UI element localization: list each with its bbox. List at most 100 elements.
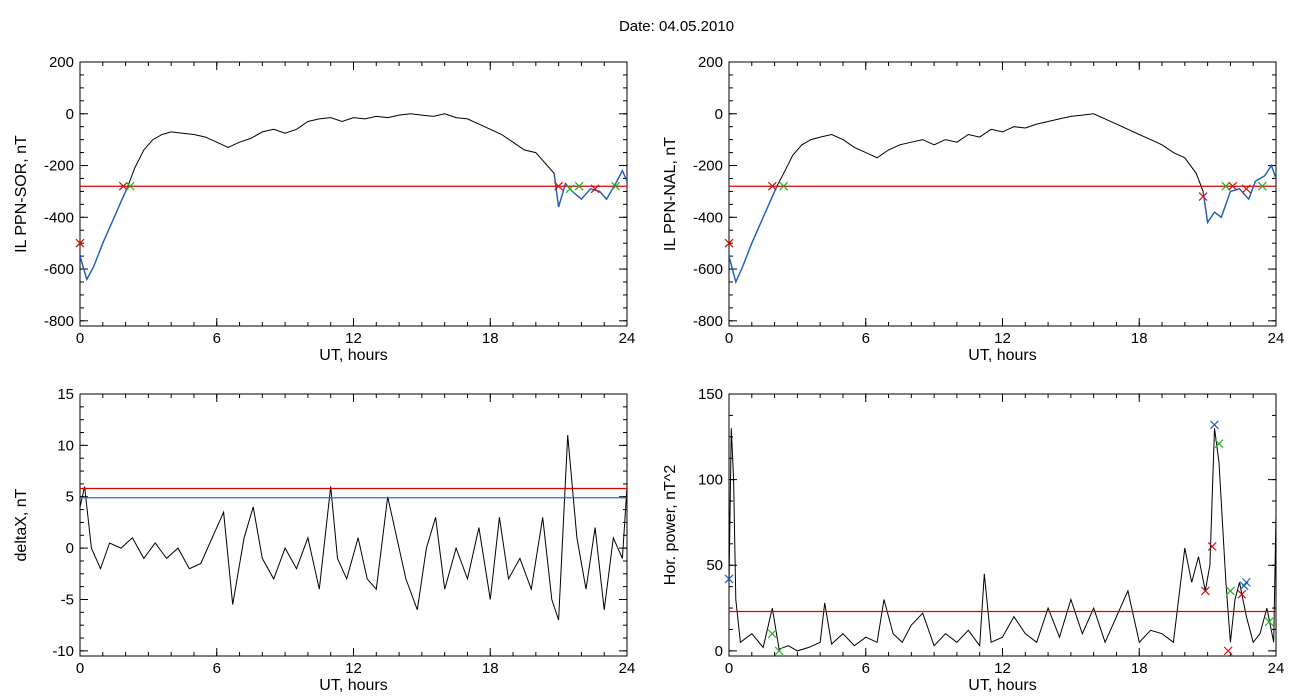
y-tick-label: 0: [715, 106, 723, 123]
marker-stroke: [125, 181, 135, 191]
x-tick-label: 6: [862, 330, 870, 347]
y-tick-label: -400: [44, 209, 74, 226]
x-axis-label: UT, hours: [319, 677, 387, 694]
x-tick-label: 18: [482, 660, 499, 677]
marker-stroke: [574, 181, 584, 191]
y-tick-label: -800: [44, 313, 74, 330]
y-tick-label: -200: [44, 158, 74, 175]
x-axis-label: UT, hours: [319, 347, 387, 364]
event-marker: [724, 574, 734, 584]
event-marker: [1198, 192, 1208, 202]
event-marker: [565, 184, 575, 194]
y-tick-label: 50: [706, 557, 723, 574]
marker-stroke: [774, 646, 784, 656]
y-tick-label: 15: [57, 386, 74, 403]
marker-stroke: [724, 574, 734, 584]
x-tick-label: 6: [862, 660, 870, 677]
marker-stroke: [1200, 586, 1210, 596]
y-axis-label: IL PPN-NAL, nT: [662, 137, 679, 251]
y-tick-label: -200: [693, 158, 723, 175]
marker-stroke: [554, 181, 564, 191]
highlight-segment: [1202, 163, 1276, 225]
marker-stroke: [611, 181, 621, 191]
x-tick-label: 24: [619, 330, 636, 347]
event-marker: [724, 238, 734, 248]
event-marker: [1241, 577, 1251, 587]
y-tick-label: -600: [44, 261, 74, 278]
marker-stroke: [767, 629, 777, 639]
y-tick-label: 0: [715, 643, 723, 660]
event-marker: [125, 181, 135, 191]
y-tick-label: 150: [698, 386, 723, 403]
y-tick-label: 200: [49, 54, 74, 71]
event-marker: [1221, 181, 1231, 191]
x-tick-label: 18: [1131, 330, 1148, 347]
panel-power: 0 6 12 18 24 0 50 100 150 UT, hours Hor. power, nT…: [662, 386, 1284, 694]
marker-stroke: [1241, 577, 1251, 587]
plot-frame: [79, 393, 628, 657]
y-tick-label: -10: [52, 643, 74, 660]
marker-stroke: [1257, 181, 1267, 191]
highlight-segment: [80, 185, 129, 282]
event-marker: [1237, 589, 1247, 599]
event-marker: [1264, 617, 1274, 627]
event-marker: [1225, 586, 1235, 596]
event-marker: [779, 181, 789, 191]
highlight-segment: [553, 169, 627, 208]
marker-stroke: [1214, 439, 1224, 449]
panel-sor: 0 6 12 18 24 -800 -600 -400 -200 0 200 UT, hours IL …: [13, 54, 635, 364]
series-line: [729, 428, 1276, 652]
y-tick-label: 0: [66, 106, 74, 123]
event-marker: [1200, 586, 1210, 596]
y-tick-label: -800: [693, 313, 723, 330]
series-line: [80, 435, 627, 621]
event-marker: [1241, 184, 1251, 194]
x-tick-label: 6: [213, 330, 221, 347]
event-marker: [118, 181, 128, 191]
marker-stroke: [724, 238, 734, 248]
marker-stroke: [1228, 181, 1238, 191]
x-tick-label: 18: [482, 330, 499, 347]
y-tick-label: -5: [61, 591, 74, 608]
event-marker: [1214, 439, 1224, 449]
event-marker: [1228, 181, 1238, 191]
y-axis-label: Hor. power, nT^2: [662, 465, 679, 586]
x-tick-label: 0: [76, 660, 84, 677]
x-tick-label: 0: [725, 660, 733, 677]
y-tick-label: -400: [693, 209, 723, 226]
marker-stroke: [1237, 589, 1247, 599]
x-tick-label: 24: [619, 660, 636, 677]
x-tick-label: 0: [725, 330, 733, 347]
y-tick-label: 0: [66, 540, 74, 557]
x-tick-label: 0: [76, 330, 84, 347]
x-axis-label: UT, hours: [968, 347, 1036, 364]
y-tick-label: 5: [66, 489, 74, 506]
highlight-segment: [729, 185, 778, 285]
event-marker: [611, 181, 621, 191]
marker-stroke: [565, 184, 575, 194]
event-marker: [590, 184, 600, 194]
event-marker: [767, 629, 777, 639]
panel-nal: 0 6 12 18 24 -800 -600 -400 -200 0 200 UT, hours IL …: [662, 54, 1284, 364]
x-tick-label: 12: [994, 660, 1011, 677]
marker-stroke: [75, 238, 85, 248]
figure-title: Date: 04.05.2010: [618, 18, 735, 35]
event-marker: [1223, 646, 1233, 656]
y-axis-label: deltaX, nT: [13, 488, 30, 561]
y-axis-label: IL PPN-SOR, nT: [13, 135, 30, 253]
x-tick-label: 6: [213, 660, 221, 677]
event-marker: [1210, 420, 1219, 430]
marker-stroke: [1207, 541, 1217, 551]
event-marker: [774, 646, 784, 656]
x-tick-label: 12: [345, 660, 362, 677]
y-tick-label: 200: [698, 54, 723, 71]
y-tick-label: -600: [693, 261, 723, 278]
x-tick-label: 24: [1268, 660, 1285, 677]
marker-stroke: [1198, 192, 1208, 202]
plot-frame: [728, 393, 1277, 657]
marker-stroke: [590, 184, 600, 194]
x-tick-label: 12: [994, 330, 1011, 347]
event-marker: [75, 238, 85, 248]
marker-stroke: [118, 181, 128, 191]
